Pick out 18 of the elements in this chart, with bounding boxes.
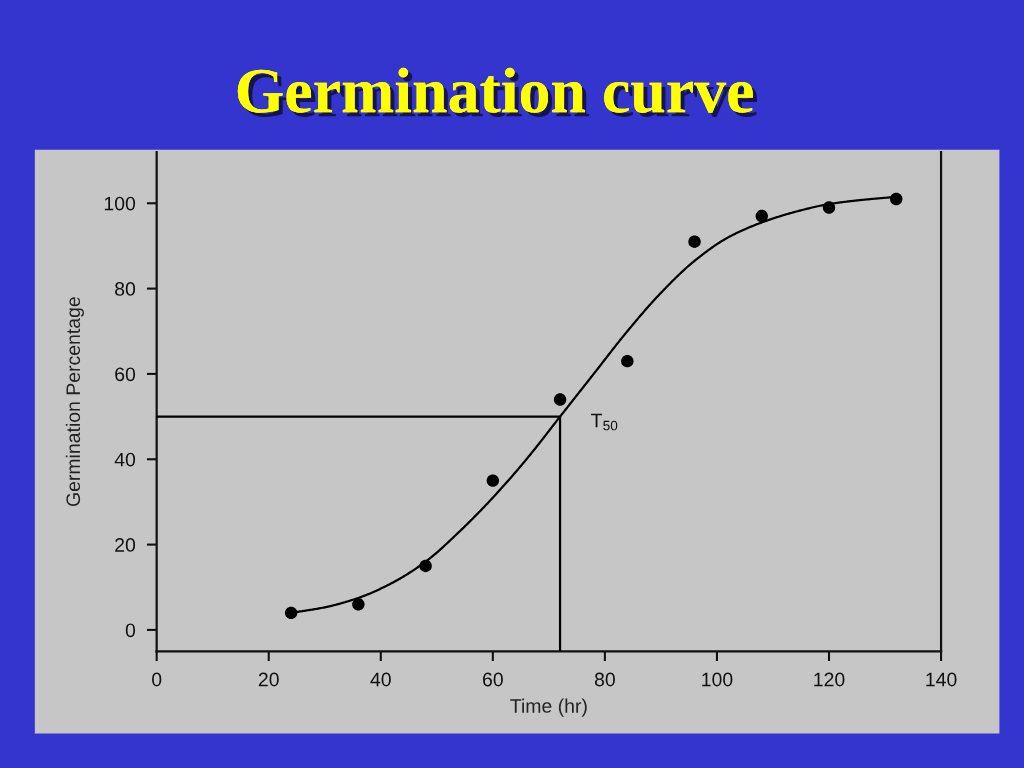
y-axis-title: Germination Percentage [65,297,84,507]
y-tick-label: 100 [104,196,136,211]
x-tick-label: 60 [483,672,503,687]
x-tick-label: 0 [152,672,162,687]
x-tick-label: 140 [926,672,957,687]
y-tick-label: 60 [115,367,136,382]
x-tick-label: 120 [814,672,845,687]
annotation: T$_{50}$ [591,413,618,431]
chart-title: Germination curve [237,67,758,118]
y-tick-label: 80 [115,282,136,296]
y-tick-label: 0 [125,623,136,638]
x-tick-label: 20 [258,672,279,687]
x-axis-title: Time (hr) [510,698,587,717]
x-tick-label: 80 [594,672,615,687]
x-tick-label: 100 [702,672,733,687]
x-tick-label: 40 [370,672,391,687]
y-tick-label: 40 [114,452,136,467]
y-tick-label: 20 [115,538,136,552]
